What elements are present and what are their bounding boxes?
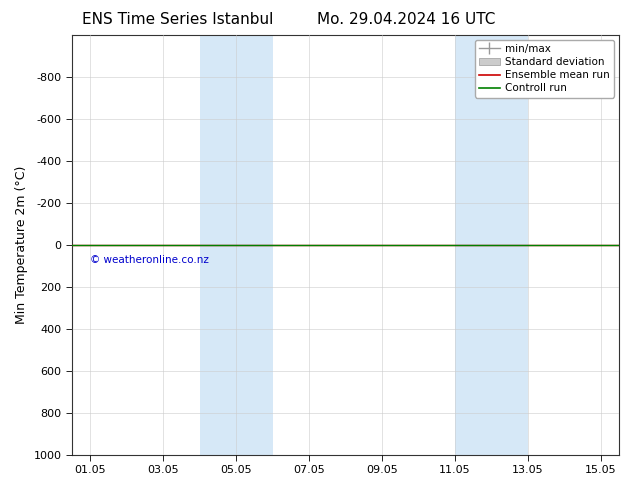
Text: ENS Time Series Istanbul: ENS Time Series Istanbul [82,12,273,27]
Legend: min/max, Standard deviation, Ensemble mean run, Controll run: min/max, Standard deviation, Ensemble me… [475,40,614,98]
Text: © weatheronline.co.nz: © weatheronline.co.nz [90,255,209,265]
Bar [455,35,528,455]
Y-axis label: Min Temperature 2m (°C): Min Temperature 2m (°C) [15,166,28,324]
Bar [200,35,273,455]
Text: Mo. 29.04.2024 16 UTC: Mo. 29.04.2024 16 UTC [316,12,495,27]
